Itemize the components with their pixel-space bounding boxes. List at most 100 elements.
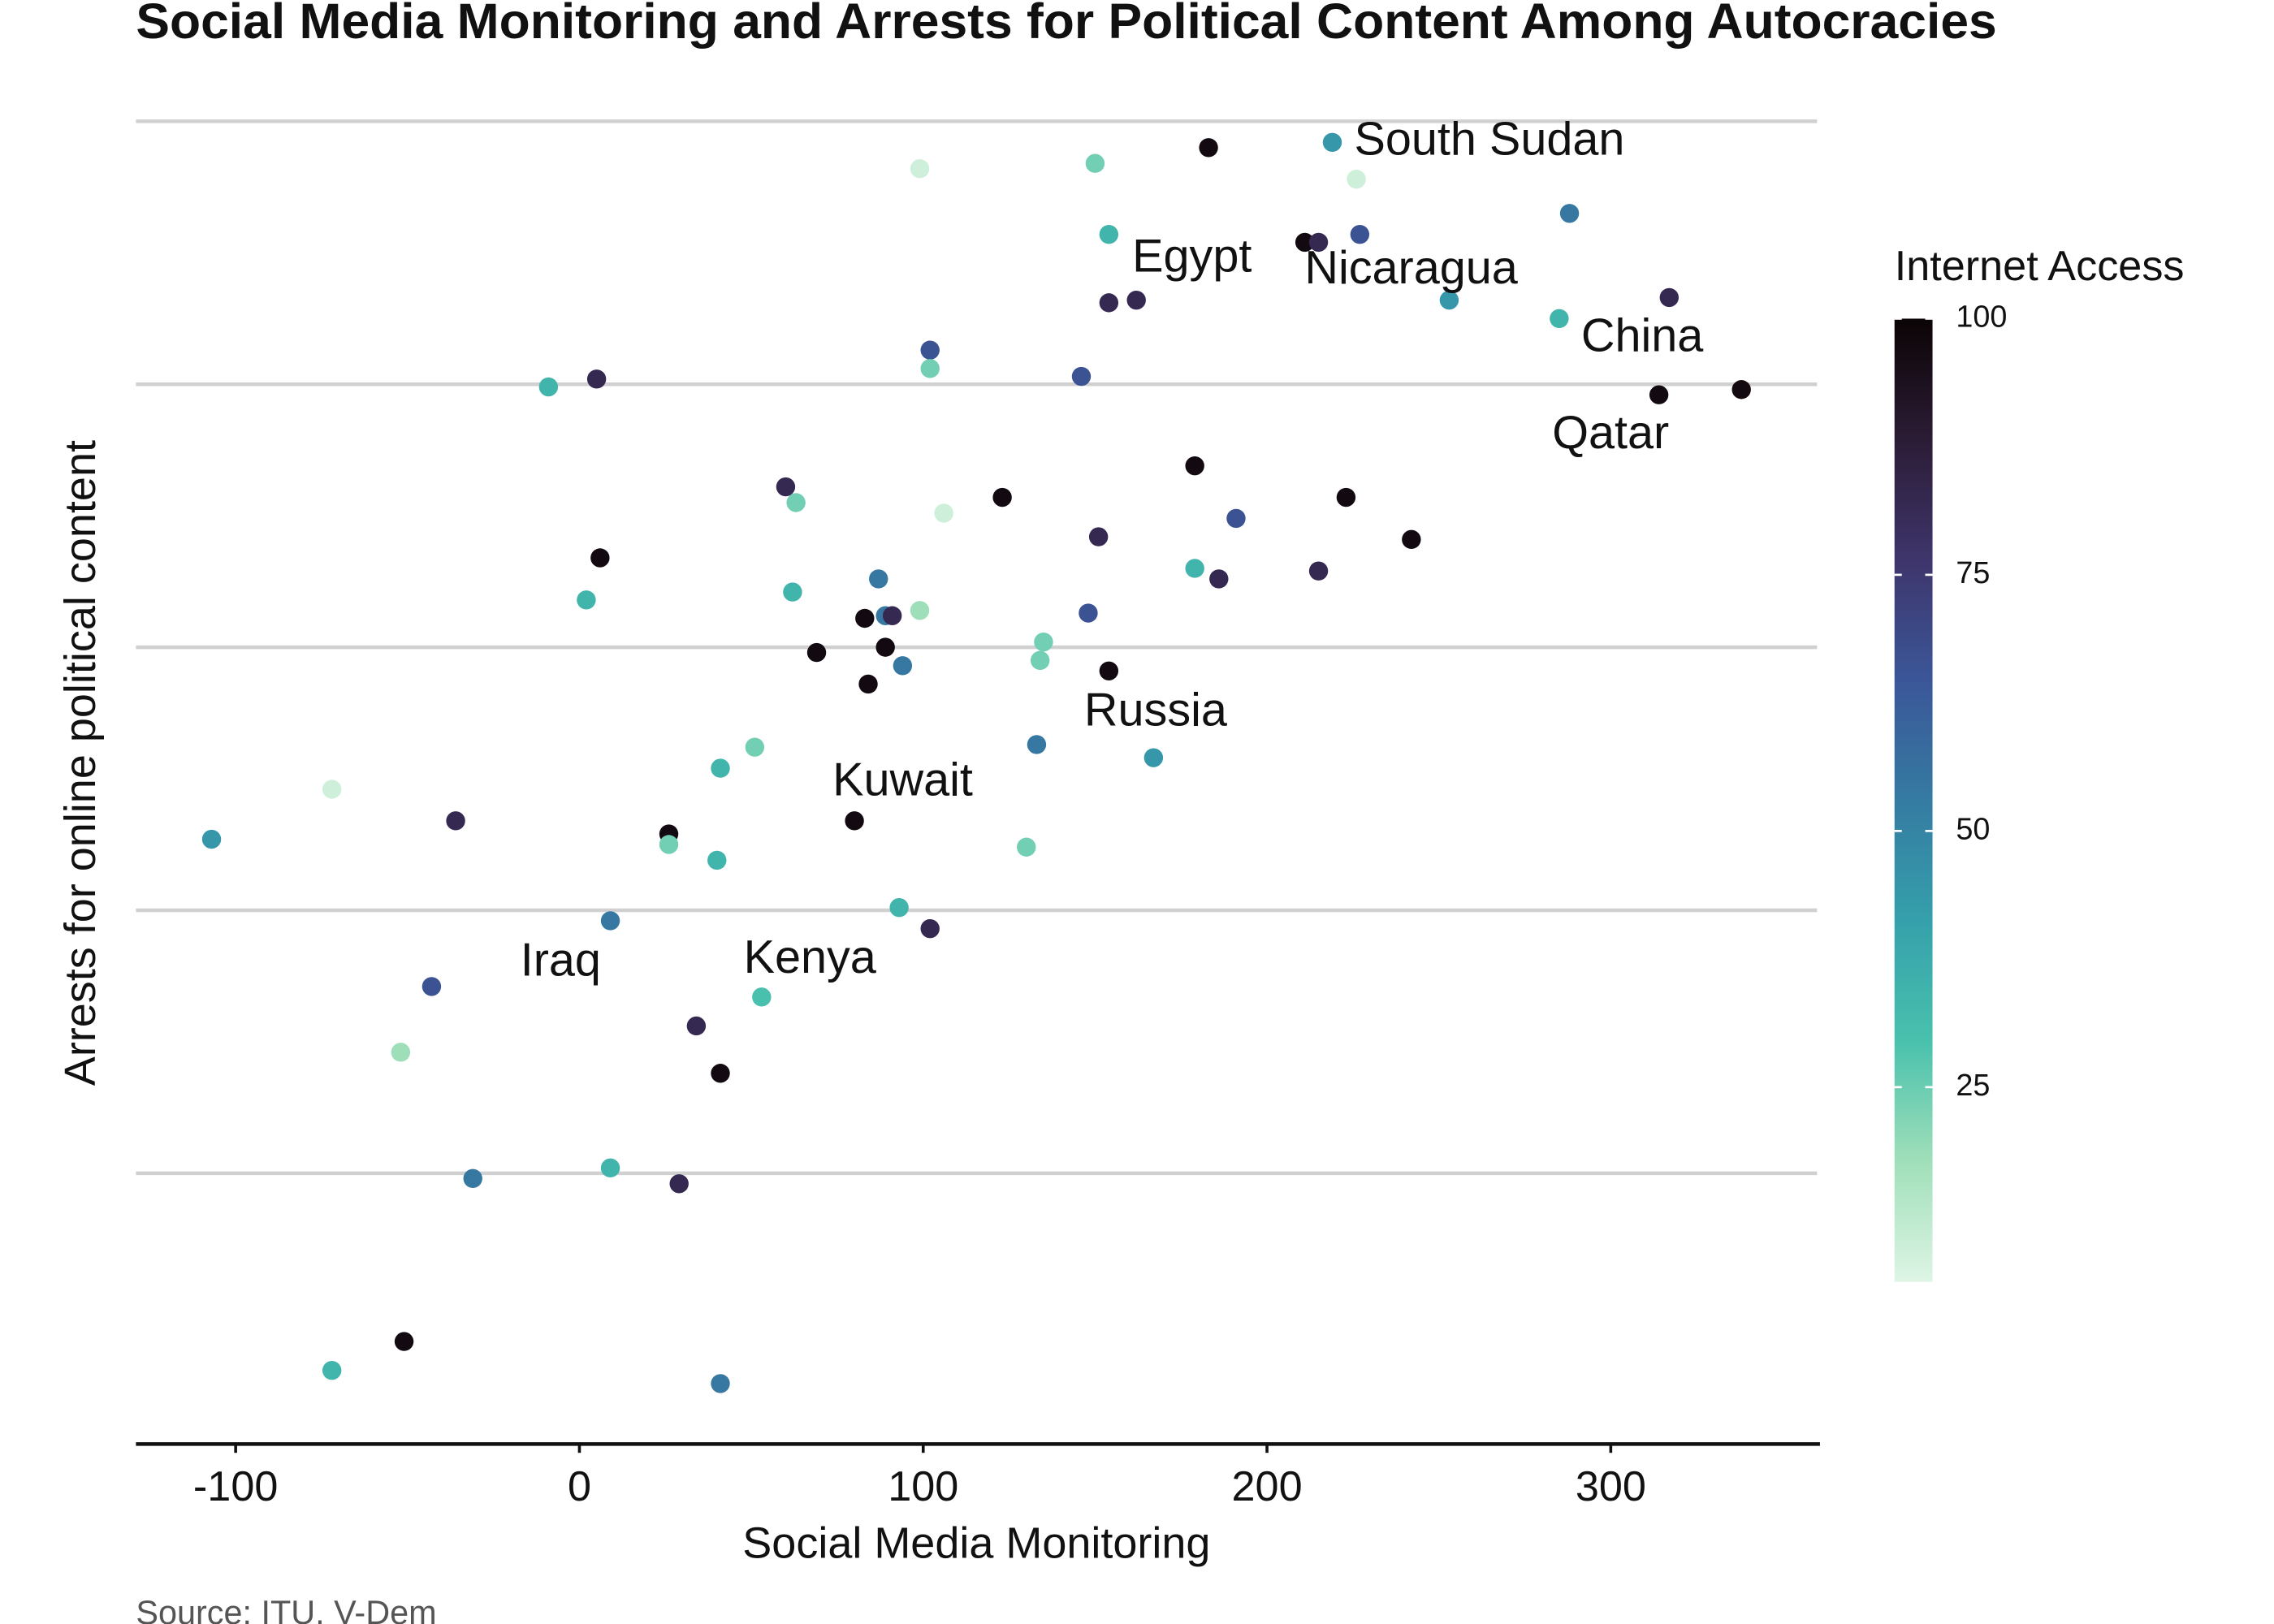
data-point — [577, 590, 596, 610]
data-point — [752, 987, 772, 1007]
data-point — [446, 811, 465, 831]
data-point — [1226, 508, 1246, 529]
data-point — [711, 758, 730, 778]
data-point — [322, 1361, 342, 1380]
data-point — [1439, 290, 1459, 310]
data-point — [745, 737, 765, 757]
data-point — [590, 548, 610, 568]
colorbar-tick-label: 25 — [1956, 1069, 1990, 1103]
data-point — [659, 835, 679, 854]
data-point — [1350, 224, 1370, 244]
data-point — [1185, 456, 1204, 476]
data-point — [1017, 837, 1036, 857]
data-point — [934, 503, 953, 523]
data-point — [920, 359, 940, 378]
data-point — [538, 377, 559, 397]
data-point — [1649, 385, 1669, 404]
data-point — [1308, 232, 1329, 253]
colorbar — [1894, 318, 1933, 1282]
data-point — [1088, 527, 1109, 546]
data-point — [786, 493, 806, 512]
data-point — [1034, 632, 1053, 652]
data-point — [910, 601, 930, 620]
data-point — [1099, 224, 1119, 244]
data-point — [920, 340, 940, 360]
point-label: Egypt — [1132, 230, 1252, 282]
data-point — [1079, 603, 1098, 623]
data-point — [322, 780, 342, 799]
source-note: Source: ITU, V-Dem — [136, 1594, 436, 1624]
data-point — [1027, 735, 1047, 754]
data-point — [201, 829, 222, 849]
y-axis-label: Arrests for online political content — [56, 440, 105, 1086]
data-point — [920, 918, 940, 939]
data-point — [669, 1174, 689, 1194]
data-point — [858, 674, 878, 694]
data-point — [1731, 380, 1751, 400]
data-point — [1295, 232, 1315, 253]
data-point — [1099, 293, 1119, 313]
data-point — [1185, 559, 1204, 578]
data-point — [707, 850, 727, 870]
colorbar-tick-label: 100 — [1956, 300, 2007, 334]
data-point — [711, 1374, 730, 1393]
data-point — [1071, 366, 1092, 387]
data-point — [600, 1158, 620, 1178]
data-point — [686, 1016, 707, 1036]
x-tick-label: 200 — [1232, 1463, 1303, 1510]
data-point — [776, 477, 796, 497]
x-tick-label: 0 — [568, 1463, 591, 1510]
point-label: Nicaragua — [1304, 242, 1518, 294]
data-point — [783, 582, 802, 602]
data-point — [422, 977, 442, 996]
point-label: Kenya — [744, 931, 877, 983]
data-point — [882, 606, 902, 625]
data-point — [806, 642, 827, 663]
data-point — [889, 898, 909, 918]
data-point — [1308, 561, 1329, 581]
data-point — [910, 159, 930, 179]
colorbar-title: Internet Access — [1895, 243, 2185, 290]
x-tick-label: 300 — [1576, 1463, 1646, 1510]
chart-title: Social Media Monitoring and Arrests for … — [136, 0, 1996, 49]
data-point — [855, 608, 875, 628]
data-point — [1402, 529, 1421, 550]
data-point — [1347, 169, 1366, 189]
data-point — [1550, 309, 1569, 329]
data-point — [1659, 287, 1680, 308]
data-point — [1030, 650, 1050, 671]
data-point — [1126, 290, 1146, 310]
colorbar-tick-label: 50 — [1956, 812, 1990, 846]
data-point — [1322, 132, 1342, 153]
point-label: Russia — [1084, 685, 1228, 736]
data-point — [1085, 153, 1105, 173]
point-label: Qatar — [1552, 407, 1669, 459]
data-point — [391, 1043, 411, 1062]
data-point — [992, 487, 1012, 508]
data-point — [1559, 204, 1580, 223]
x-tick-label: -100 — [193, 1463, 278, 1510]
data-point — [1209, 569, 1229, 589]
x-axis-label: Social Media Monitoring — [742, 1519, 1210, 1568]
data-point — [1199, 138, 1218, 158]
data-point — [586, 369, 607, 389]
data-point — [875, 637, 895, 657]
point-label: China — [1581, 310, 1704, 362]
data-point — [394, 1332, 414, 1351]
data-point — [893, 656, 913, 676]
data-point — [1099, 661, 1119, 680]
data-point — [845, 811, 864, 831]
x-tick-label: 100 — [888, 1463, 958, 1510]
data-point — [600, 911, 620, 931]
colorbar-tick-label: 75 — [1956, 556, 1990, 590]
point-label: South Sudan — [1354, 114, 1624, 166]
data-point — [463, 1168, 482, 1188]
data-point — [711, 1064, 730, 1083]
point-label: Iraq — [521, 934, 601, 986]
data-point — [869, 569, 888, 589]
point-label: Kuwait — [832, 754, 973, 806]
data-point — [1336, 487, 1356, 508]
